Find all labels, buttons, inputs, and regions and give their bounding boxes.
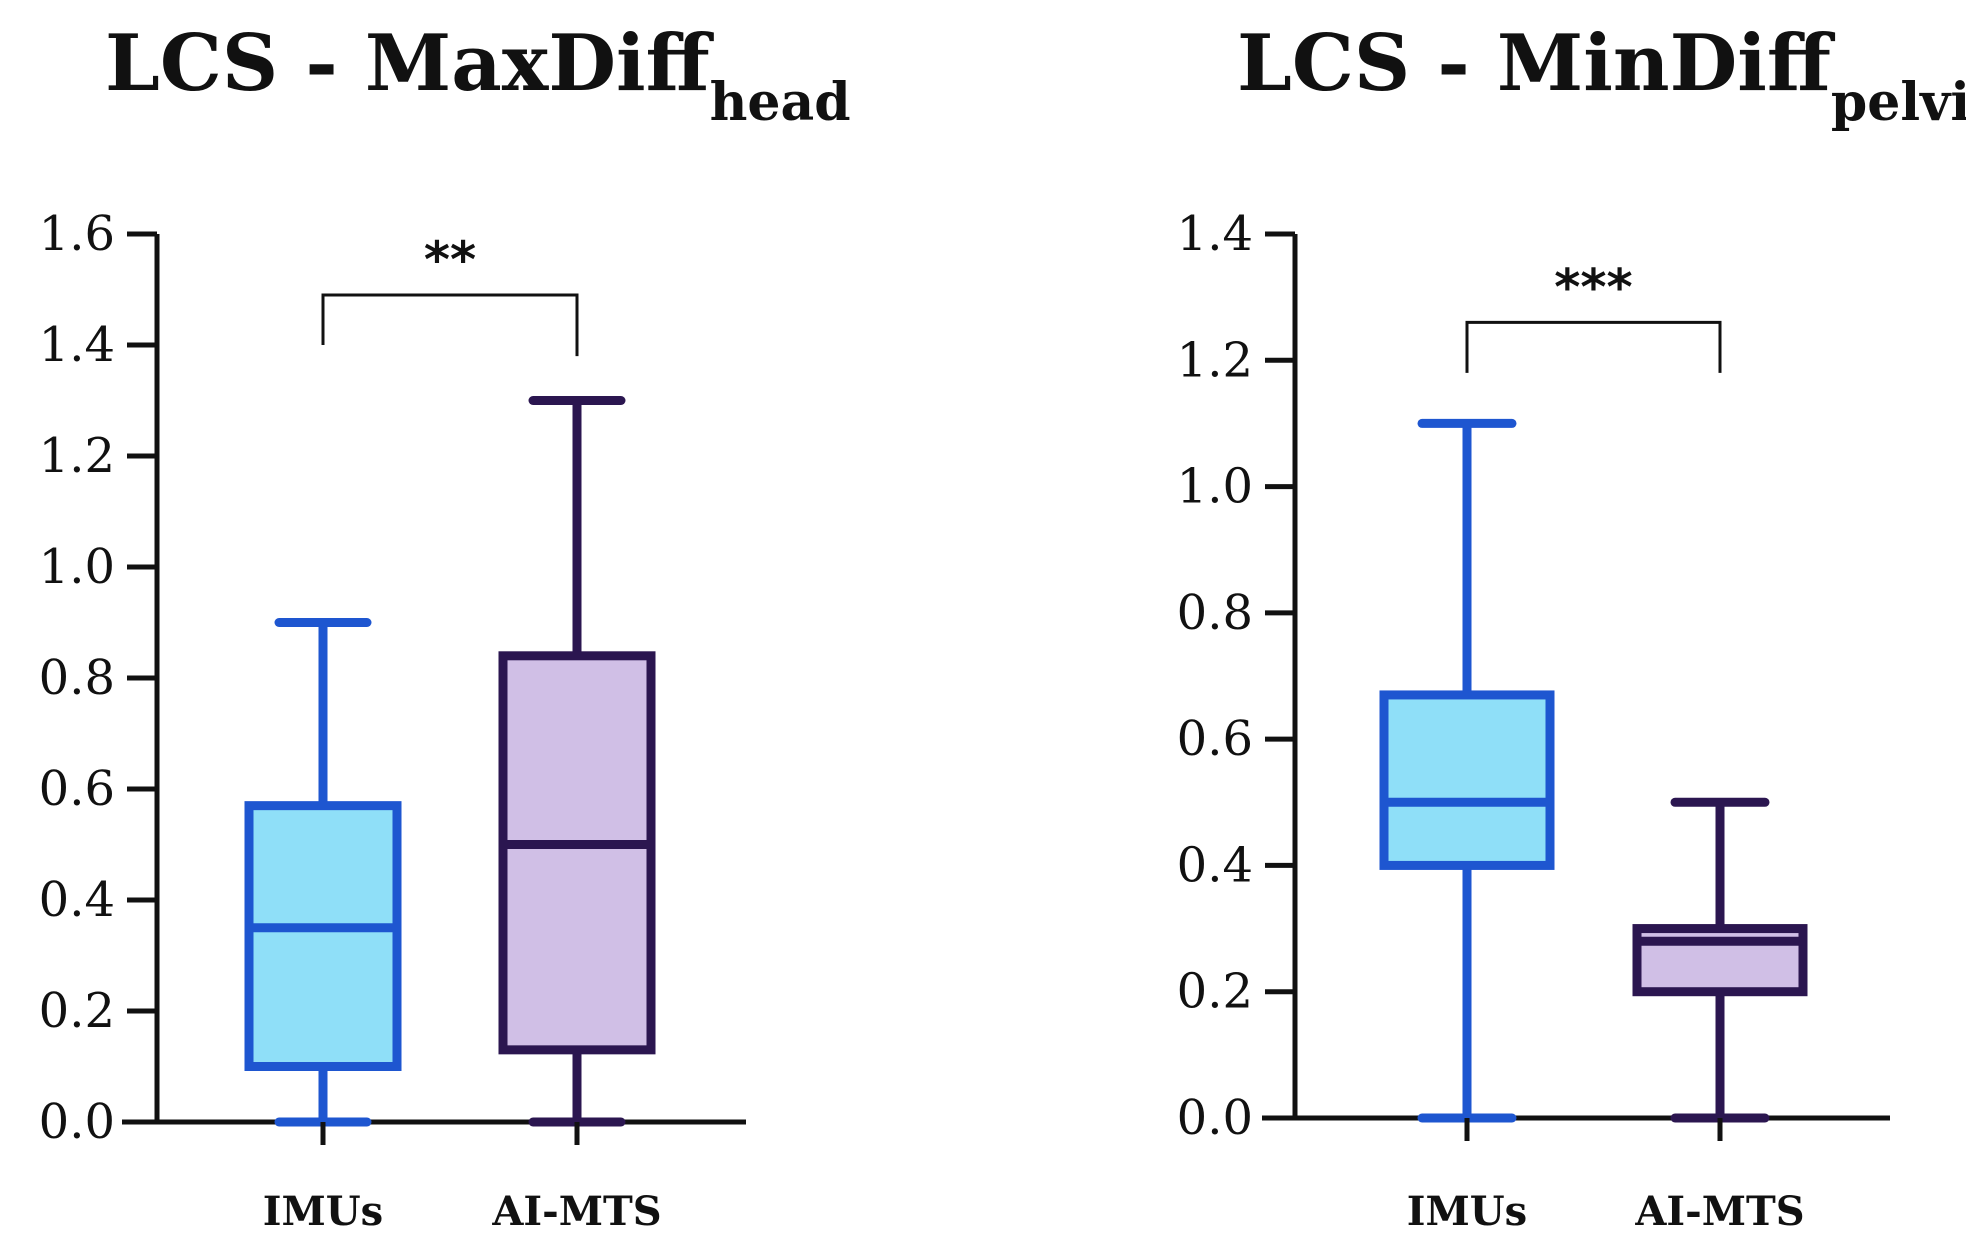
y-tick-label: 0.2 <box>1177 964 1253 1020</box>
y-tick-label: 0.0 <box>39 1094 115 1150</box>
y-tick-label: 1.0 <box>1177 459 1253 515</box>
significance-annotation: *** <box>1465 258 1722 373</box>
y-tick-label: 0.6 <box>1177 711 1253 767</box>
iqr-box <box>498 651 656 1055</box>
y-tick-label: 0.2 <box>39 983 115 1039</box>
chart-title-subscript: head <box>710 72 851 133</box>
y-axis-ticks: 0.0 0.2 0.4 0.6 0.8 1.0 1.2 1.4 1.6 <box>39 206 157 1150</box>
y-tick-label: 1.6 <box>39 206 115 262</box>
significance-label: ** <box>424 231 476 289</box>
chart-title: LCS - MinDiffpelvis <box>1237 18 1966 133</box>
y-tick-label: 0.6 <box>39 761 115 817</box>
chart-panel-mindiff-pelvis: LCS - MinDiffpelvis 0.0 0.2 0.4 0.6 0.8 1.0 1.… <box>1177 18 1966 1235</box>
chart-title-main: LCS - MinDiff <box>1237 18 1836 109</box>
box-imus <box>1379 418 1555 1123</box>
y-tick-label: 0.4 <box>1177 837 1253 893</box>
y-tick-label: 1.2 <box>39 428 115 484</box>
y-tick-label: 1.0 <box>39 539 115 595</box>
chart-panel-maxdiff-head: LCS - MaxDiffhead 0.0 0.2 0.4 0.6 0.8 1.0 1.2 1… <box>39 18 851 1235</box>
x-label-ai-mts: AI-MTS <box>1634 1188 1804 1235</box>
box-series <box>244 396 656 1127</box>
box-ai-mts <box>1632 797 1808 1123</box>
significance-bracket <box>321 293 579 357</box>
significance-annotation: ** <box>321 231 579 357</box>
box-imus <box>244 618 402 1127</box>
y-axis-ticks: 0.0 0.2 0.4 0.6 0.8 1.0 1.2 1.4 <box>1177 206 1295 1146</box>
chart-title-subscript: pelvis <box>1831 72 1966 133</box>
y-tick-label: 1.2 <box>1177 332 1253 388</box>
box-ai-mts <box>498 396 656 1127</box>
y-tick-label: 0.0 <box>1177 1090 1253 1146</box>
y-tick-label: 0.8 <box>1177 585 1253 641</box>
x-axis-categories: IMUs AI-MTS <box>1407 1118 1805 1235</box>
chart-title: LCS - MaxDiffhead <box>105 18 851 133</box>
box-series <box>1379 418 1808 1123</box>
x-axis-categories: IMUs AI-MTS <box>263 1122 662 1235</box>
chart-title-main: LCS - MaxDiff <box>105 18 715 109</box>
y-tick-label: 0.4 <box>39 872 115 928</box>
iqr-box <box>244 801 402 1072</box>
significance-label: *** <box>1554 258 1632 316</box>
significance-bracket <box>1465 320 1722 373</box>
x-label-imus: IMUs <box>1407 1188 1527 1235</box>
x-label-imus: IMUs <box>263 1188 383 1235</box>
iqr-box <box>1379 690 1555 870</box>
y-tick-label: 0.8 <box>39 650 115 706</box>
x-label-ai-mts: AI-MTS <box>491 1188 661 1235</box>
y-tick-label: 1.4 <box>39 317 115 373</box>
y-tick-label: 1.4 <box>1177 206 1253 262</box>
